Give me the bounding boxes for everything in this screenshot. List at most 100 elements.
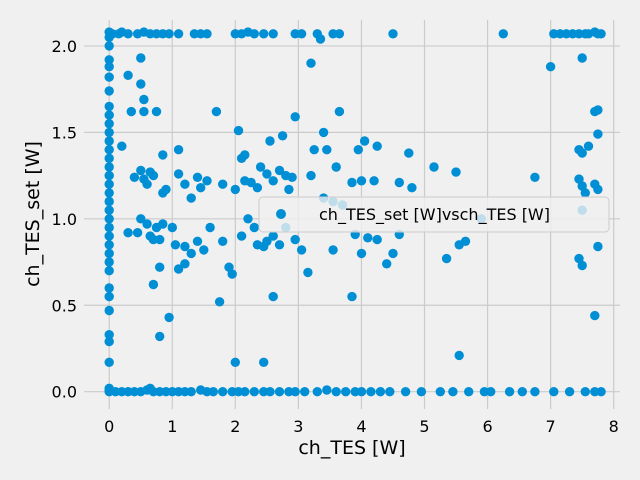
data-point [196,183,206,193]
data-point [161,184,171,195]
data-point [104,266,114,276]
data-point [104,119,114,129]
x-tick-label: 0 [104,417,114,436]
data-points [104,27,606,397]
data-point [290,387,300,397]
data-point [129,172,140,182]
data-point [274,240,285,250]
data-point [151,106,162,117]
data-point [312,387,322,397]
x-tick-labels: 0 1 2 3 4 5 6 7 8 [104,417,619,436]
data-point [104,170,114,181]
data-point [139,94,149,105]
data-point [517,387,527,397]
data-point [104,357,114,367]
data-point [334,106,345,117]
data-point [277,131,288,141]
data-point [441,253,452,264]
data-point [429,162,439,172]
x-tick-label: 6 [482,417,492,436]
data-point [583,141,594,151]
data-point [123,29,133,39]
data-point [577,53,587,63]
data-point [240,150,250,160]
data-point [104,86,114,96]
data-point [148,279,159,290]
data-point [104,330,114,340]
legend-label: ch_TES_set [W]vsch_TES [W] [319,205,550,225]
data-point [268,291,278,302]
x-tick-label: 4 [356,417,366,436]
data-point [366,387,376,397]
data-point [268,176,278,186]
data-point [104,222,114,233]
data-point [331,387,341,397]
data-point [126,106,136,117]
data-point [180,241,190,252]
x-tick-label: 2 [230,417,240,436]
data-point [180,179,190,189]
data-point [255,162,266,172]
data-point [577,148,587,158]
data-point [173,29,184,39]
data-point [353,145,363,155]
data-point [202,176,212,186]
data-point [199,245,209,255]
data-point [593,129,603,139]
data-point [454,350,464,361]
data-point [262,236,272,246]
data-point [259,29,269,39]
data-point [564,387,575,397]
data-point [593,184,603,195]
data-point [158,219,168,229]
data-point [104,179,114,189]
data-point [104,205,114,215]
data-point [230,184,240,195]
data-point [173,145,184,155]
data-point [309,145,319,155]
data-point [530,387,540,397]
data-point [104,283,114,293]
data-point [104,305,114,316]
data-point [142,219,152,229]
legend: ch_TES_set [W]vsch_TES [W] [258,196,610,233]
data-point [240,387,250,397]
data-point [192,172,203,182]
data-point [155,234,165,245]
data-point [167,222,177,233]
x-tick-label: 3 [293,417,303,436]
data-point [590,310,600,321]
data-point [359,136,370,146]
data-point [155,262,165,272]
data-point [104,145,114,155]
data-point [265,387,275,397]
data-point [274,165,285,176]
y-axis-label: ch_TES_set [W] [22,141,44,287]
x-axis-label: ch_TES [W] [298,437,405,459]
data-point [142,179,152,189]
data-point [388,248,398,259]
data-point [155,331,165,342]
data-point [170,240,181,250]
data-point [274,387,285,397]
data-point [287,172,297,182]
data-point [139,106,149,117]
data-point [252,183,263,193]
data-point [407,183,417,193]
data-point [104,41,114,51]
data-point [104,61,114,72]
data-point [363,233,373,243]
data-point [104,110,114,120]
data-point [104,72,114,82]
data-point [394,177,404,188]
data-point [504,387,515,397]
legend-marker [276,209,286,219]
data-point [322,385,332,395]
data-point [416,387,427,397]
data-point [192,236,203,246]
data-point [104,153,114,163]
data-point [322,145,332,155]
data-point [577,260,587,271]
x-tick-label: 8 [609,417,619,436]
data-point [104,336,114,347]
